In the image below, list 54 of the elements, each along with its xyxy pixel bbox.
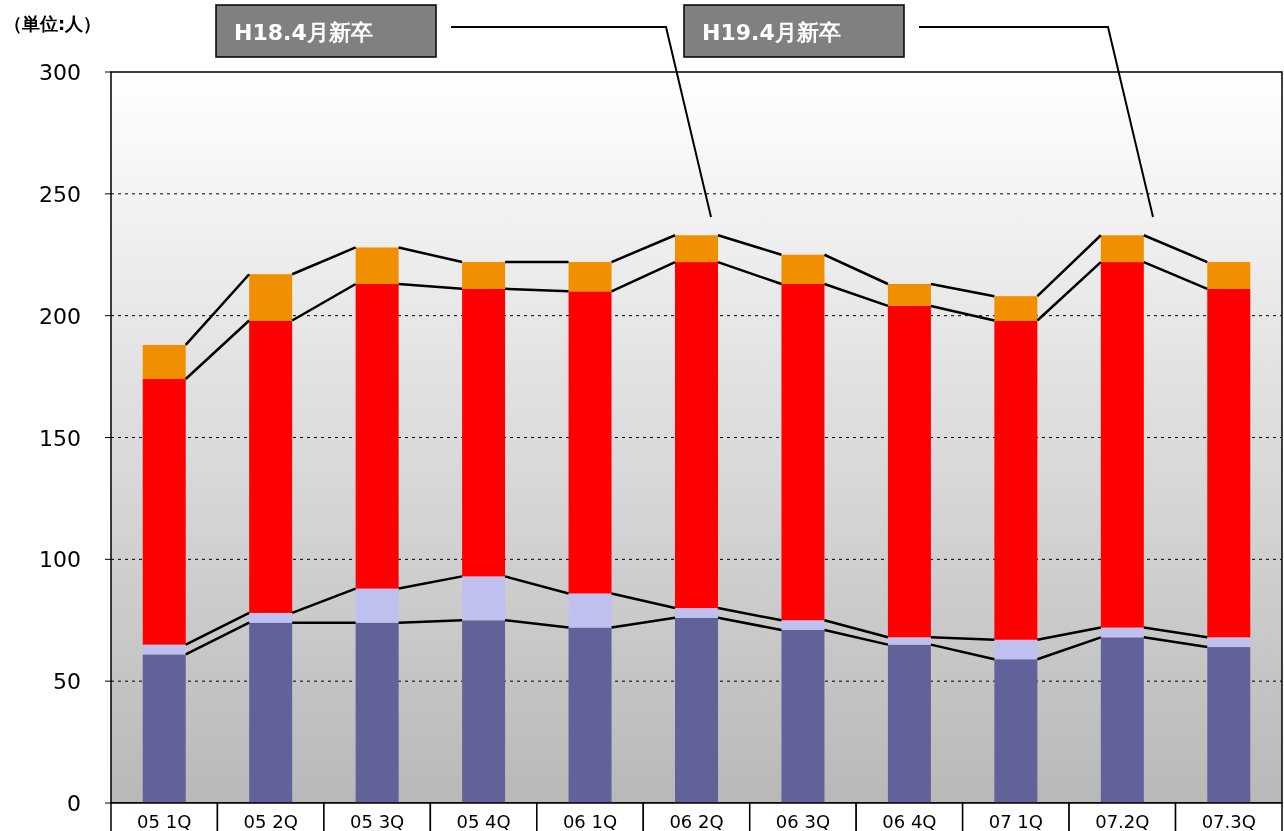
x-tick-label: 07.3Q bbox=[1201, 811, 1256, 831]
y-tick-label: 50 bbox=[53, 669, 81, 695]
bar bbox=[1207, 637, 1251, 648]
y-tick-label: 300 bbox=[39, 60, 81, 85]
x-tick-label: 06 3Q bbox=[775, 811, 831, 831]
bar bbox=[781, 254, 825, 284]
x-tick-label: 05 1Q bbox=[137, 811, 192, 831]
x-tick-label: 05 3Q bbox=[350, 811, 405, 831]
text: H18.4月新卒 bbox=[234, 20, 373, 45]
bar bbox=[142, 344, 186, 380]
bar bbox=[462, 288, 506, 577]
bar bbox=[249, 612, 293, 623]
x-tick-label: 05 2Q bbox=[243, 811, 298, 831]
bar bbox=[249, 320, 293, 613]
bar bbox=[781, 620, 825, 630]
y-tick-label: 150 bbox=[39, 425, 81, 451]
bar bbox=[462, 262, 506, 289]
x-tick-label: 07 1Q bbox=[988, 811, 1043, 831]
x-tick-label: 06 4Q bbox=[882, 811, 937, 831]
bar bbox=[1100, 235, 1144, 263]
bar bbox=[568, 593, 612, 628]
bar bbox=[994, 320, 1038, 640]
bar bbox=[675, 608, 718, 618]
x-tick-label: 06 1Q bbox=[562, 811, 618, 831]
bar bbox=[675, 262, 718, 609]
bar bbox=[142, 644, 186, 655]
bar bbox=[887, 637, 931, 645]
bar bbox=[1100, 627, 1144, 638]
bar bbox=[994, 296, 1038, 321]
bar bbox=[1207, 288, 1251, 638]
x-tick-label: 05 4Q bbox=[456, 811, 511, 831]
bar bbox=[355, 588, 399, 623]
bar bbox=[462, 576, 506, 621]
bar bbox=[142, 379, 186, 645]
y-tick-label: 200 bbox=[39, 303, 81, 329]
bar bbox=[568, 291, 612, 594]
bar bbox=[568, 262, 612, 292]
bar bbox=[355, 247, 399, 284]
bar bbox=[1207, 262, 1251, 289]
bar bbox=[994, 639, 1038, 660]
x-tick-label: 07.2Q bbox=[1095, 811, 1150, 831]
bar bbox=[887, 305, 931, 638]
bar bbox=[675, 235, 718, 263]
y-axis-title: （単位:人） bbox=[4, 13, 102, 34]
bar bbox=[355, 283, 399, 589]
bar bbox=[1100, 262, 1144, 628]
bar bbox=[249, 274, 293, 321]
y-tick-label: 250 bbox=[39, 181, 81, 207]
text: H19.4月新卒 bbox=[702, 20, 841, 45]
x-tick-label: 06 2Q bbox=[669, 811, 724, 831]
bar bbox=[887, 283, 931, 306]
y-tick-label: 0 bbox=[67, 791, 81, 816]
y-tick-label: 100 bbox=[39, 547, 81, 573]
bar bbox=[781, 283, 825, 621]
